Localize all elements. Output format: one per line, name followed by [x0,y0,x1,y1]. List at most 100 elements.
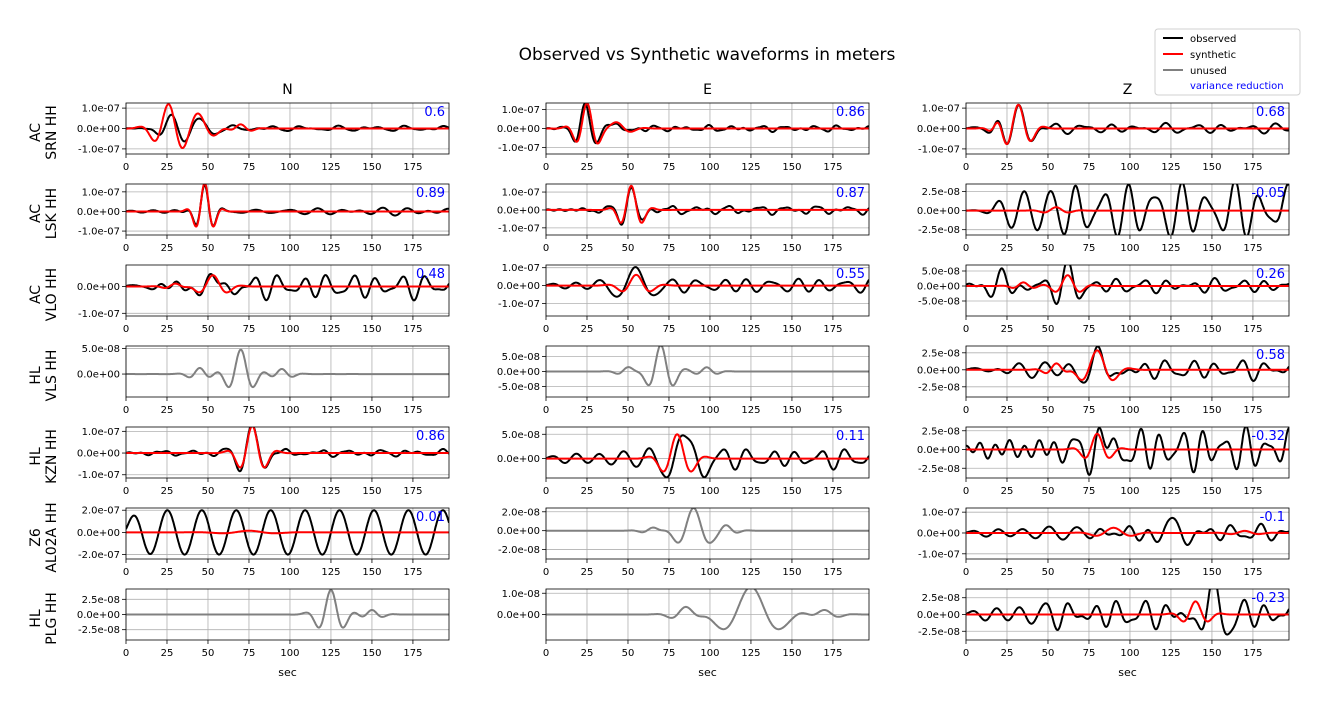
panel-frame [545,183,870,236]
x-tick-label: 25 [161,648,174,659]
trace-group [546,266,869,298]
x-tick-label: 100 [1120,324,1139,335]
synthetic-trace [546,273,869,293]
panel-4-e: 0 25 50 75 100 125 150 175 0.0e+00 5.0e-08 0.11 [497,426,870,497]
synthetic-trace [966,274,1289,293]
x-tick-label: 100 [700,243,719,254]
y-tick-label: 5.0e-08 [502,352,540,363]
x-tick-label: 75 [663,243,676,254]
observed-trace [546,266,869,298]
variance-reduction-value: 0.48 [416,267,445,282]
x-tick-label: 175 [1243,324,1262,335]
x-tick-label: 25 [1001,486,1014,497]
x-tick-label: 150 [782,162,801,173]
observed-trace [966,427,1289,476]
unused-trace [126,589,449,629]
trace-group [966,103,1289,146]
legend-synthetic-label: synthetic [1190,50,1236,61]
panel-4-n: 0 25 50 75 100 125 150 175 -1.0e-07 0.0e+00 1.0e-0… [77,426,450,497]
x-tick-label: 25 [1001,405,1014,416]
synthetic-trace [126,529,449,535]
observed-trace [966,346,1289,384]
y-tick-label: 5.0e-08 [922,267,960,278]
x-tick-label: 0 [963,405,969,416]
x-tick-label: 150 [1202,486,1221,497]
row-label-4: HLKZN HH [28,429,60,484]
x-tick-label: 100 [280,324,299,335]
x-tick-label: 125 [741,648,760,659]
panel-frame [545,345,870,398]
trace-group [966,589,1289,636]
x-tick-label: 0 [123,405,129,416]
panel-2-e: 0 25 50 75 100 125 150 175 -1.0e-07 0.0e+00 1.0e-0… [497,263,870,335]
panel-frame [965,183,1290,236]
x-tick-label: 0 [543,567,549,578]
x-tick-label: 50 [202,567,215,578]
panel-frame [965,345,1290,398]
x-tick-label: 175 [403,324,422,335]
y-tick-label: 2.0e-08 [502,507,540,518]
y-tick-label: -2.5e-08 [918,627,960,638]
x-tick-label: 25 [581,243,594,254]
x-tick-label: 150 [1202,405,1221,416]
x-tick-label: 0 [123,567,129,578]
x-tick-label: 25 [1001,243,1014,254]
trace-group [546,508,869,544]
row-label-network: HL [28,609,44,628]
x-tick-label: 75 [1083,648,1096,659]
row-label-3: HLVLS HH [28,350,60,402]
x-tick-label: 150 [362,648,381,659]
x-tick-label: 125 [321,567,340,578]
x-tick-label: 0 [543,486,549,497]
x-tick-label: 25 [161,324,174,335]
row-label-1: ACLSK HH [28,188,60,239]
x-tick-label: 25 [581,324,594,335]
observed-trace [546,186,869,226]
x-tick-label: 0 [543,405,549,416]
x-tick-label: 150 [1202,243,1221,254]
x-tick-label: 50 [202,648,215,659]
x-tick-label: 0 [123,243,129,254]
y-tick-label: -1.0e-07 [78,144,120,155]
y-tick-label: -1.0e-07 [498,223,540,234]
observed-trace [126,113,449,143]
y-tick-label: 2.5e-08 [922,348,960,359]
y-tick-label: -2.5e-08 [78,625,120,636]
x-tick-label: 175 [403,648,422,659]
synthetic-trace [966,600,1289,623]
trace-group [966,516,1289,546]
x-tick-label: 175 [403,486,422,497]
variance-reduction-value: -0.32 [1251,429,1285,444]
panel-frame [545,588,870,641]
figure-title: Observed vs Synthetic waveforms in meter… [519,45,896,65]
panel-5-e: 0 25 50 75 100 125 150 175 -2.0e-08 0.0e+00 2.0e-0… [497,507,870,578]
x-tick-label: 75 [1083,324,1096,335]
y-tick-label: -5.0e-08 [918,297,960,308]
x-tick-label: 100 [1120,486,1139,497]
x-tick-label: 25 [581,486,594,497]
x-tick-label: 175 [823,243,842,254]
unused-trace [126,348,449,389]
x-tick-label: 0 [123,648,129,659]
panel-frame [125,345,450,398]
x-tick-label: 175 [823,648,842,659]
y-tick-label: 0.0e+00 [497,454,540,465]
panel-frame [545,264,870,317]
x-tick-label: 150 [1202,324,1221,335]
x-tick-label: 75 [243,648,256,659]
legend-observed-label: observed [1190,34,1236,45]
panel-5-z: 0 25 50 75 100 125 150 175 -1.0e-07 0.0e+00 1.0e-0… [917,507,1290,578]
y-tick-label: -2.0e-08 [498,545,540,556]
y-tick-label: 0.0e+00 [917,445,960,456]
x-tick-label: 50 [622,648,635,659]
x-tick-label: 25 [161,405,174,416]
x-tick-label: 150 [362,162,381,173]
y-tick-label: 2.0e-07 [82,506,120,517]
y-tick-label: 0.0e+00 [917,206,960,217]
x-tick-label: 125 [321,324,340,335]
panel-0-n: 0 25 50 75 100 125 150 175 -1.0e-07 0.0e+00 1.0e-0… [77,102,450,173]
y-tick-label: 0.0e+00 [917,282,960,293]
x-tick-label: 100 [1120,567,1139,578]
x-tick-label: 150 [362,567,381,578]
